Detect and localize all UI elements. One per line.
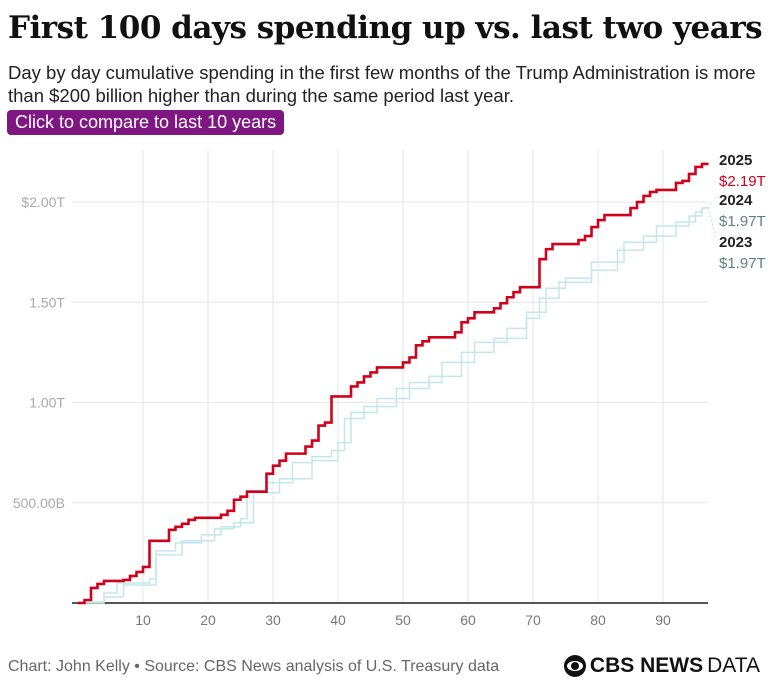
- series-name-label: 2023: [719, 234, 752, 251]
- label-leader-2024: [708, 196, 717, 209]
- y-tick-label: 500.00B: [13, 495, 65, 511]
- series-end-value: $1.97T: [719, 255, 766, 272]
- x-tick-label: 80: [590, 612, 606, 628]
- x-tick-label: 50: [395, 612, 411, 628]
- label-leader-2023: [708, 207, 717, 240]
- x-tick-label: 60: [460, 612, 476, 628]
- x-tick-label: 90: [655, 612, 671, 628]
- y-tick-label: 1.00T: [29, 395, 65, 411]
- logo-bold: CBS NEWS: [589, 654, 704, 677]
- y-tick-label: 1.50T: [29, 294, 65, 310]
- footer-credit: Chart: John Kelly • Source: CBS News ana…: [8, 658, 500, 675]
- compare-10-years-button[interactable]: Click to compare to last 10 years: [7, 110, 285, 135]
- logo-light: DATA: [707, 654, 760, 677]
- series-line-2023: [78, 207, 709, 604]
- series-name-label: 2025: [719, 152, 752, 169]
- cbs-news-data-logo: CBS NEWS DATA: [563, 654, 760, 678]
- cbs-eye-icon: [563, 655, 586, 677]
- series-line-2024: [78, 207, 709, 603]
- x-tick-label: 10: [135, 612, 151, 628]
- x-tick-label: 20: [200, 612, 216, 628]
- x-tick-label: 40: [330, 612, 346, 628]
- x-tick-label: 70: [525, 612, 541, 628]
- chart: 10 20 30 40 50 60 70 80 90 500.00B 1.00T 1.50T $2.00…: [13, 150, 766, 628]
- series-end-value: $1.97T: [719, 213, 766, 230]
- chart-title: First 100 days spending up vs. last two …: [8, 10, 763, 46]
- x-tick-label: 30: [265, 612, 281, 628]
- y-tick-label: $2.00T: [21, 194, 65, 210]
- series-name-label: 2024: [719, 192, 753, 209]
- series-end-value: $2.19T: [719, 173, 766, 190]
- chart-subtitle: Day by day cumulative spending in the fi…: [8, 62, 756, 106]
- series-line-2025: [78, 162, 709, 605]
